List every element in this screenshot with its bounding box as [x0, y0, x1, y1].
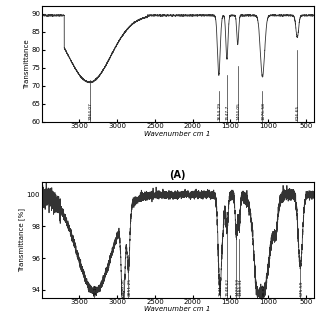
X-axis label: Wavenumber cm 1: Wavenumber cm 1 — [144, 131, 211, 137]
Text: 1422.53: 1422.53 — [235, 278, 239, 296]
Text: (A): (A) — [169, 171, 186, 180]
Text: 1076.58: 1076.58 — [261, 102, 265, 120]
Text: 1384.31: 1384.31 — [238, 278, 242, 296]
Text: 575.59: 575.59 — [299, 281, 303, 296]
X-axis label: Wavenumber cm 1: Wavenumber cm 1 — [144, 306, 211, 312]
Text: 2920.06: 2920.06 — [122, 278, 126, 296]
Text: xx.x2: xx.x2 — [262, 284, 266, 296]
Text: 1654.29: 1654.29 — [218, 102, 222, 120]
Text: 2851.25: 2851.25 — [127, 278, 131, 296]
Text: 1548.62: 1548.62 — [226, 278, 230, 296]
Text: 1641.85: 1641.85 — [219, 278, 223, 296]
Text: 1404.05: 1404.05 — [236, 102, 241, 120]
Text: 1547.7: 1547.7 — [226, 105, 230, 120]
Text: 3364.07: 3364.07 — [89, 102, 92, 120]
Text: 616.65: 616.65 — [296, 105, 300, 120]
Text: 90.10: 90.10 — [93, 284, 97, 296]
Y-axis label: Transmittance: Transmittance — [24, 39, 30, 89]
Y-axis label: Transmittance [%]: Transmittance [%] — [19, 208, 25, 272]
